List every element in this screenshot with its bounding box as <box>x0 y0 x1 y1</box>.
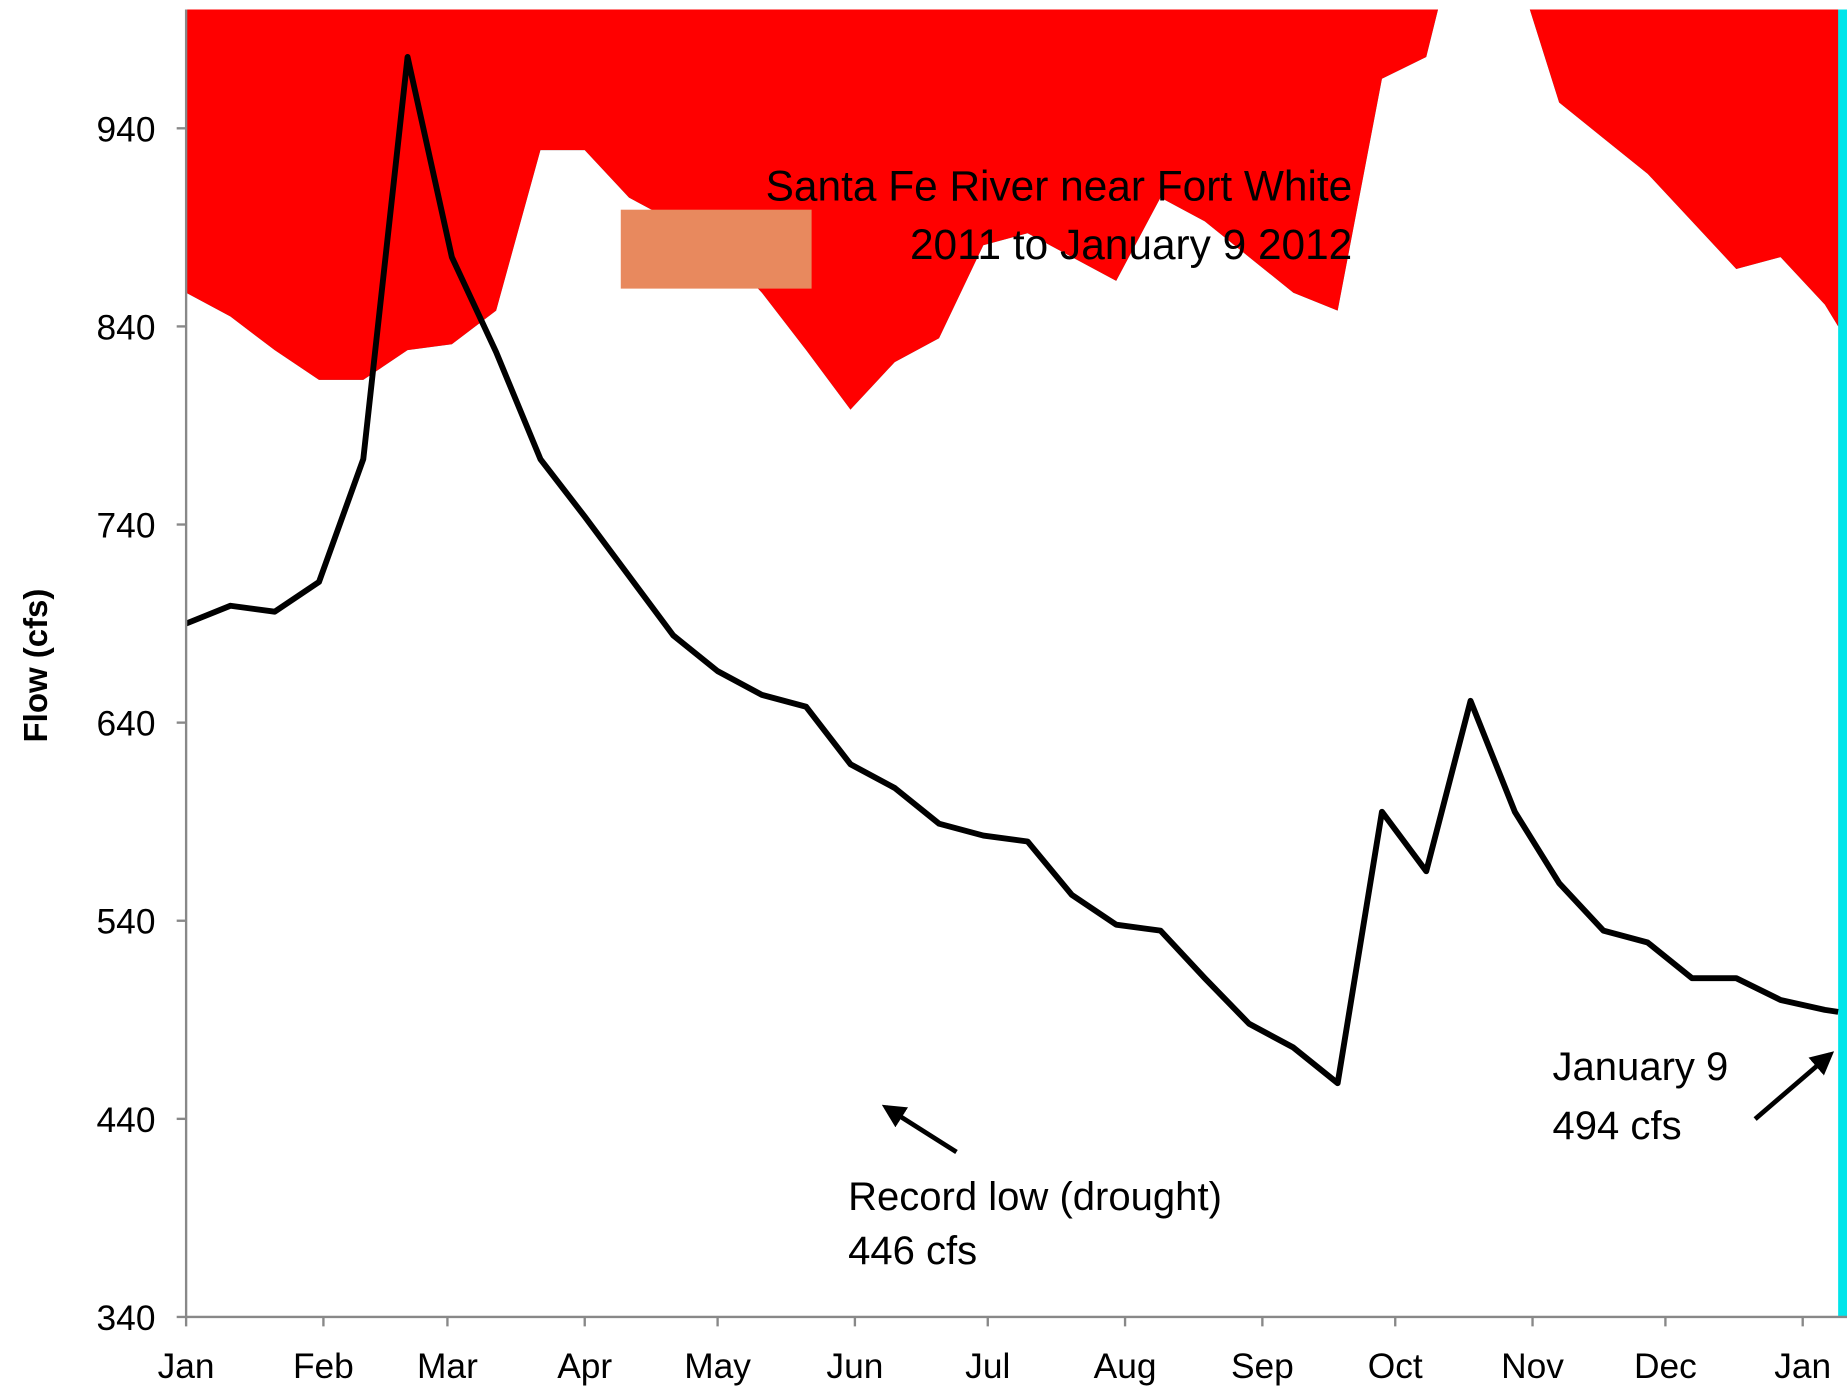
y-tick-label: 540 <box>97 903 156 942</box>
annotation: 446 cfs <box>848 1229 977 1273</box>
y-tick-label: 840 <box>97 308 156 347</box>
y-tick-label: 440 <box>97 1101 156 1140</box>
x-tick-label: Jul <box>965 1347 1010 1386</box>
axes: 340 440 540 640 740 840 940 Jan Feb Mar Apr May Jun J… <box>97 9 1847 1386</box>
area <box>186 9 1839 410</box>
x-tick-label: Dec <box>1634 1347 1697 1386</box>
plot-area <box>186 9 1847 1317</box>
y-tick-label: 940 <box>97 110 156 149</box>
x-tick-label: Aug <box>1094 1347 1157 1386</box>
x-tick-label: Sep <box>1231 1347 1294 1386</box>
annotation: 494 cfs <box>1553 1104 1682 1148</box>
x-tick-label: Jan <box>158 1347 215 1386</box>
x-tick-label: May <box>684 1347 751 1386</box>
chart-title: Santa Fe River near Fort White <box>766 162 1353 209</box>
y-tick-label: 640 <box>97 705 156 744</box>
annotation-arrow <box>1753 1051 1835 1121</box>
y-axis-label: Flow (cfs) <box>17 589 54 743</box>
annotation: Record low (drought) <box>848 1175 1222 1219</box>
x-tick-label: Feb <box>293 1347 354 1386</box>
y-tick-label: 340 <box>97 1299 156 1338</box>
chart-subtitle: 2011 to January 9 2012 <box>910 221 1352 268</box>
x-tick-label: Mar <box>417 1347 478 1386</box>
x-tick-label: Jun <box>826 1347 883 1386</box>
annotation-arrow <box>881 1104 958 1155</box>
title-patch <box>620 209 812 289</box>
x-tick-label: Nov <box>1501 1347 1564 1386</box>
area <box>186 9 1839 1317</box>
x-tick-label: Oct <box>1368 1347 1423 1386</box>
x-tick-label: Jan <box>1774 1347 1831 1386</box>
x-tick-label: Apr <box>557 1347 612 1386</box>
flow-line <box>186 54 1839 1087</box>
annotation: January 9 <box>1553 1045 1729 1089</box>
y-tick-label: 740 <box>97 506 156 545</box>
